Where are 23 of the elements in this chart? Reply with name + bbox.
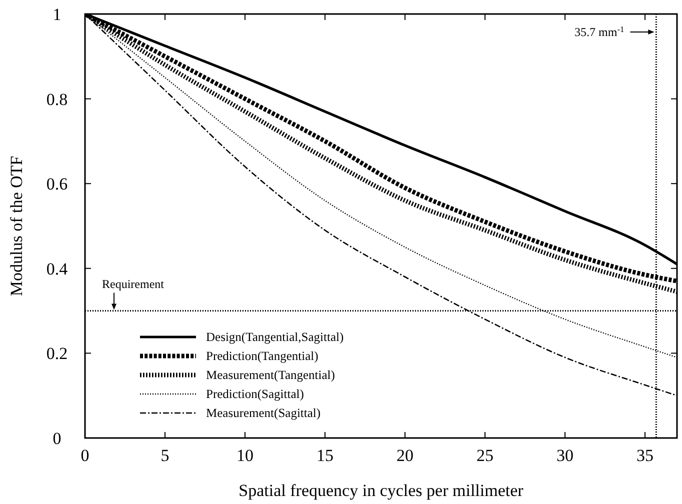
legend-label: Measurement(Tangential): [206, 368, 335, 382]
ref-line-label: Requirement: [102, 276, 165, 291]
y-tick-label: 1: [52, 5, 62, 24]
y-tick-label: 0: [52, 429, 62, 448]
legend-label: Prediction(Sagittal): [206, 387, 304, 401]
x-tick-label: 20: [396, 446, 414, 465]
y-tick-label: 0.2: [46, 344, 68, 364]
x-tick-label: 35: [636, 446, 654, 465]
x-tick-label: 15: [316, 446, 334, 465]
legend-label: Measurement(Sagittal): [206, 406, 321, 420]
x-tick-label: 0: [80, 446, 90, 465]
y-axis-title: Modulus of the OTF: [7, 156, 26, 296]
legend-label: Prediction(Tangential): [206, 349, 318, 363]
y-tick-label: 0.6: [46, 174, 68, 194]
x-tick-label: 25: [476, 446, 494, 465]
x-axis-title: Spatial frequency in cycles per millimeter: [238, 481, 524, 500]
x-tick-label: 10: [236, 446, 254, 465]
ref-line-label: 35.7 mm$^{-1}$: [574, 24, 624, 39]
y-tick-label: 0.4: [46, 259, 68, 278]
legend-label: Design(Tangential,Sagittal): [206, 330, 344, 344]
x-tick-label: 5: [160, 446, 170, 465]
y-tick-label: 0.8: [46, 90, 68, 109]
x-tick-label: 30: [556, 446, 574, 465]
